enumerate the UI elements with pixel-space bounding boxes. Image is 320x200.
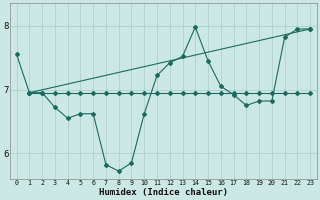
- X-axis label: Humidex (Indice chaleur): Humidex (Indice chaleur): [99, 188, 228, 197]
